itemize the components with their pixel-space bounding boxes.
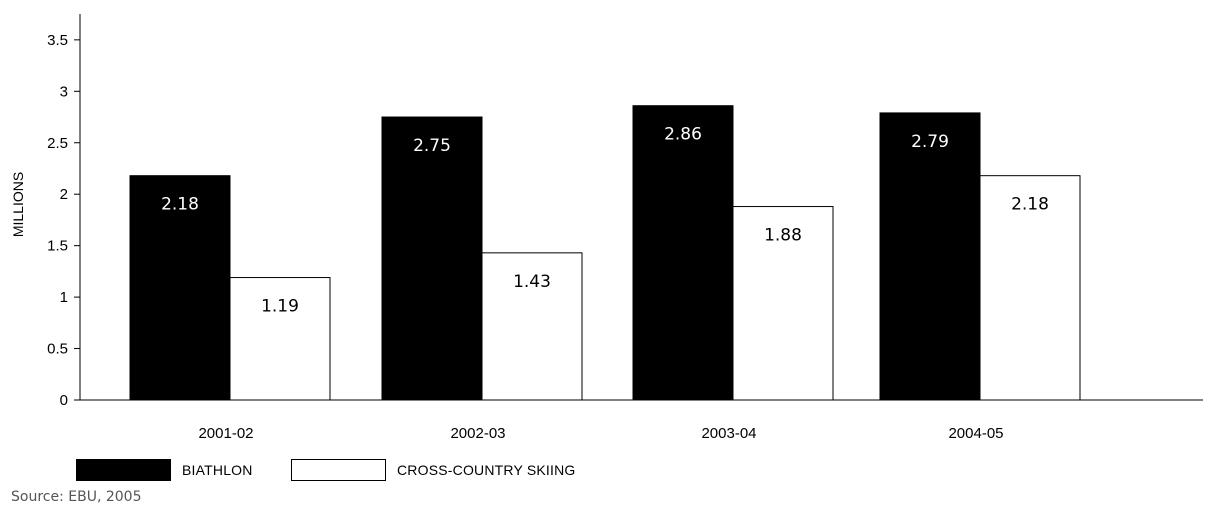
y-tick-label: 0 — [60, 392, 68, 409]
y-tick-label: 3 — [60, 83, 68, 100]
bar-biathlon-2001-02 — [129, 175, 231, 401]
bar-cross-country-2003-04 — [732, 206, 834, 401]
x-tick-label: 2004-05 — [948, 425, 1003, 442]
data-label-cross-country: 1.43 — [513, 272, 551, 292]
y-tick-label: 2.5 — [47, 135, 68, 152]
x-tick-label: 2002-03 — [450, 425, 505, 442]
legend-swatch-biathlon — [76, 459, 171, 481]
data-label-cross-country: 2.18 — [1011, 195, 1049, 215]
bar-biathlon-2004-05 — [879, 112, 981, 401]
legend-swatch-cross-country — [291, 459, 386, 481]
bar-cross-country-2001-02 — [229, 277, 331, 401]
y-tick-label: 2 — [60, 186, 68, 203]
bar-cross-country-2004-05 — [979, 175, 1081, 401]
x-tick-label: 2001-02 — [198, 425, 253, 442]
y-tick-label: 1 — [60, 289, 68, 306]
legend-item-biathlon: BIATHLON — [76, 459, 253, 481]
data-label-biathlon: 2.75 — [413, 136, 451, 156]
data-label-cross-country: 1.19 — [261, 297, 299, 317]
legend-label-biathlon: BIATHLON — [182, 462, 253, 478]
x-tick-label: 2003-04 — [701, 425, 756, 442]
y-tick-label: 1.5 — [47, 238, 68, 255]
bar-biathlon-2002-03 — [381, 116, 483, 401]
legend-item-cross-country: CROSS-COUNTRY SKIING — [291, 459, 576, 481]
data-label-biathlon: 2.79 — [911, 132, 949, 152]
source-note: Source: EBU, 2005 — [11, 489, 142, 505]
y-tick-label: 0.5 — [47, 341, 68, 358]
data-label-biathlon: 2.18 — [161, 195, 199, 215]
bar-cross-country-2002-03 — [481, 252, 583, 401]
bar-chart: 0 0.5 1 1.5 2 2.5 3 3.5 MILLIONS 2.18 1.19 2001-02 2… — [10, 14, 1203, 442]
y-axis-label: MILLIONS — [10, 172, 26, 237]
y-tick-label: 3.5 — [47, 32, 68, 49]
data-label-biathlon: 2.86 — [664, 125, 702, 145]
bar-biathlon-2003-04 — [632, 105, 734, 401]
data-label-cross-country: 1.88 — [764, 226, 802, 246]
legend-label-cross-country: CROSS-COUNTRY SKIING — [397, 462, 576, 478]
